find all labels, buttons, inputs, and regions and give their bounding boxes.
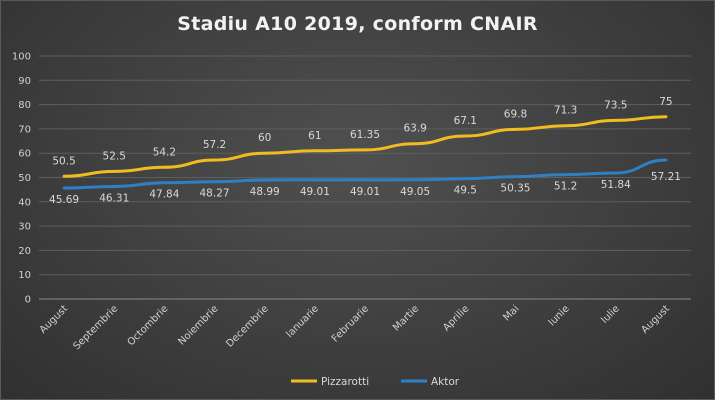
y-tick-label: 60	[18, 149, 31, 160]
data-point	[263, 178, 266, 182]
data-label: 75	[659, 96, 672, 108]
data-label: 49.01	[350, 186, 380, 198]
data-point	[413, 142, 417, 145]
data-point	[163, 166, 166, 169]
data-label: 52.5	[103, 150, 126, 162]
y-tick-label: 100	[12, 52, 31, 63]
data-label: 57.21	[651, 171, 681, 183]
data-label: 45.69	[49, 194, 79, 206]
data-label: 61	[308, 130, 321, 142]
legend-label: Pizzarotti	[321, 376, 369, 388]
x-tick-label: August	[38, 303, 71, 336]
data-point	[313, 178, 317, 182]
data-label: 69.8	[504, 108, 527, 120]
data-label: 54.2	[153, 146, 176, 158]
data-point	[664, 158, 668, 162]
data-point	[113, 185, 116, 188]
data-label: 49.05	[400, 186, 430, 198]
data-point	[62, 186, 66, 190]
data-label: 49.5	[454, 185, 477, 197]
data-point	[363, 178, 367, 182]
legend-label: Aktor	[431, 376, 460, 388]
x-tick-label: Decembrie	[224, 303, 270, 349]
data-label: 49.01	[300, 186, 330, 198]
data-label: 48.99	[250, 186, 280, 198]
data-label: 51.84	[601, 179, 631, 191]
chart-title: Stadiu A10 2019, conform CNAIR	[177, 13, 538, 35]
data-point	[413, 178, 417, 182]
y-tick-label: 30	[18, 222, 31, 233]
data-point	[62, 175, 66, 178]
x-tick-label: Ianuarie	[284, 303, 321, 340]
data-label: 50.35	[500, 183, 530, 195]
x-tick-label: August	[640, 303, 673, 336]
x-tick-label: Noiembrie	[176, 303, 220, 347]
y-tick-label: 70	[18, 124, 31, 135]
data-point	[113, 170, 116, 173]
data-point	[464, 177, 467, 180]
data-point	[363, 148, 367, 152]
data-label: 73.5	[604, 99, 627, 111]
y-tick-label: 40	[18, 197, 31, 208]
x-tick-label: Octombrie	[126, 303, 171, 348]
y-tick-label: 80	[18, 100, 31, 111]
data-label: 46.31	[99, 192, 129, 204]
data-point	[313, 149, 317, 152]
data-point	[664, 115, 668, 118]
data-point	[564, 124, 567, 127]
x-tick-label: Iunie	[547, 303, 572, 328]
x-tick-label: Iulie	[599, 303, 622, 326]
x-tick-label: Martie	[391, 303, 421, 333]
x-tick-label: Aprilie	[441, 303, 471, 333]
y-tick-label: 0	[25, 295, 31, 306]
data-label: 50.5	[52, 155, 75, 167]
data-point	[564, 173, 567, 176]
data-label: 60	[258, 132, 271, 144]
data-label: 48.27	[200, 188, 230, 200]
data-point	[614, 171, 617, 175]
data-label: 63.9	[403, 123, 426, 135]
data-point	[213, 180, 216, 183]
data-label: 67.1	[454, 115, 477, 127]
data-point	[514, 128, 517, 131]
x-tick-label: Septembrie	[72, 303, 121, 352]
data-label: 57.2	[203, 139, 226, 151]
data-point	[263, 152, 266, 155]
y-tick-label: 50	[18, 173, 31, 184]
x-tick-label: Februarie	[330, 303, 371, 344]
data-point	[163, 181, 166, 184]
data-point	[213, 158, 216, 162]
data-point	[464, 134, 467, 138]
data-label: 71.3	[554, 105, 577, 117]
x-tick-label: Mai	[501, 303, 521, 323]
data-point	[614, 119, 617, 122]
y-tick-label: 90	[18, 76, 31, 87]
data-label: 61.35	[350, 129, 380, 141]
y-tick-label: 10	[18, 270, 31, 281]
y-tick-label: 20	[18, 246, 31, 257]
data-label: 51.2	[554, 181, 577, 193]
data-point	[514, 175, 517, 178]
data-label: 47.84	[149, 189, 179, 201]
